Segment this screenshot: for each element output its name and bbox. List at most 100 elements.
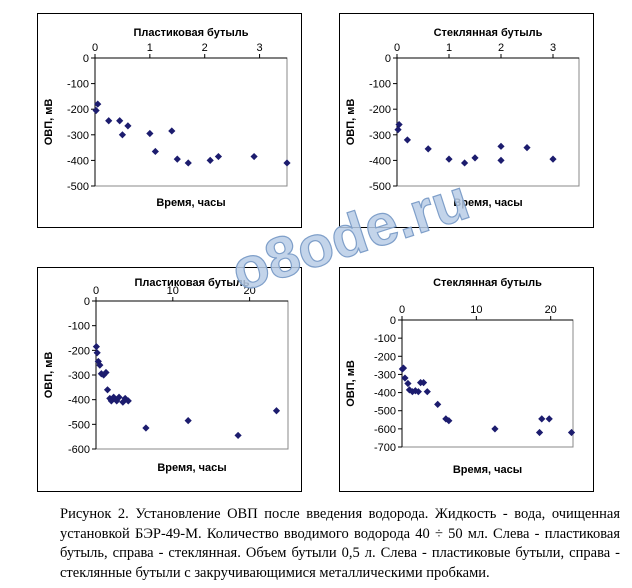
chart-svg-plastic-long: Пластиковая бутыль 0 10 20 0 -100 -200 -300 -400… — [43, 277, 289, 474]
data-point — [168, 127, 176, 135]
y-tick-label: -700 — [374, 442, 396, 454]
x-tick-label: 20 — [545, 304, 557, 316]
plot-area — [94, 57, 288, 187]
y-axis-label: ОВП, мВ — [43, 352, 55, 399]
data-point — [434, 400, 442, 408]
x-tick-label: 1 — [446, 42, 452, 54]
x-tick-label: 0 — [394, 42, 400, 54]
x-axis-label: Время, часы — [157, 462, 226, 474]
plot-area — [401, 319, 574, 448]
data-point — [471, 154, 479, 162]
data-point — [103, 386, 112, 394]
data-point — [151, 147, 159, 156]
y-axis-label: ОВП, мВ — [345, 360, 357, 407]
figure-caption: Рисунок 2. Установление ОВП после введен… — [60, 506, 620, 581]
data-point — [142, 424, 150, 432]
data-point — [497, 156, 505, 164]
y-tick-label: -600 — [68, 444, 90, 456]
data-point — [92, 343, 100, 351]
x-tick-label: 3 — [550, 42, 556, 54]
data-point — [184, 417, 192, 425]
chart-plastic-long: Пластиковая бутыль 0 10 20 0 -100 -200 -300 -400… — [37, 267, 302, 492]
y-tick-label: -200 — [67, 104, 89, 116]
data-point — [567, 428, 576, 437]
data-point — [535, 428, 544, 437]
y-tick-label: -100 — [369, 79, 391, 91]
chart-title: Стеклянная бутыль — [434, 27, 543, 39]
x-tick-label: 2 — [498, 42, 504, 54]
data-point — [538, 415, 546, 423]
data-point — [250, 152, 258, 161]
y-tick-label: -100 — [374, 333, 396, 345]
y-tick-label: -500 — [374, 406, 396, 418]
data-point — [545, 415, 553, 423]
data-point — [184, 159, 192, 167]
x-tick-label: 10 — [167, 285, 179, 297]
data-point — [118, 131, 127, 139]
data-point — [94, 100, 102, 108]
data-point — [92, 106, 100, 115]
y-tick-label: 0 — [390, 315, 396, 327]
x-tick-label: 0 — [93, 285, 99, 297]
data-point — [523, 144, 531, 152]
x-tick-label: 0 — [92, 42, 98, 54]
y-tick-label: -400 — [67, 155, 89, 167]
chart-title: Пластиковая бутыль — [134, 277, 249, 289]
x-axis-label: Время, часы — [156, 197, 225, 209]
data-point — [105, 117, 113, 125]
x-tick-label: 0 — [399, 304, 405, 316]
chart-glass-long: Стеклянная бутыль 0 10 20 0 -100 -200 -300 -400 -… — [339, 267, 594, 492]
plot-area — [396, 57, 580, 187]
x-tick-label: 3 — [257, 42, 263, 54]
y-tick-label: -200 — [369, 104, 391, 116]
chart-svg-glass-long: Стеклянная бутыль 0 10 20 0 -100 -200 -300 -400 -… — [345, 277, 576, 476]
data-point — [124, 122, 132, 130]
data-point — [408, 388, 417, 396]
data-point — [424, 145, 432, 153]
y-tick-label: -300 — [68, 370, 90, 382]
y-axis-label: ОВП, мВ — [43, 99, 55, 146]
data-point — [214, 152, 223, 161]
data-point — [549, 155, 557, 163]
data-point — [491, 425, 499, 433]
y-tick-label: 0 — [385, 53, 391, 65]
chart-title: Стеклянная бутыль — [433, 277, 542, 289]
data-point — [497, 142, 505, 150]
data-point — [404, 379, 412, 388]
chart-plastic-short: Пластиковая бутыль 0 1 2 3 0 -100 -200 -300 -400 -… — [37, 13, 302, 228]
data-point — [272, 407, 281, 415]
y-tick-label: 0 — [83, 53, 89, 65]
y-tick-label: -300 — [369, 130, 391, 142]
y-tick-label: -500 — [68, 419, 90, 431]
data-point — [394, 126, 402, 134]
x-tick-label: 20 — [243, 285, 255, 297]
y-tick-label: -400 — [369, 155, 391, 167]
data-point — [206, 156, 214, 164]
chart-svg-plastic-short: Пластиковая бутыль 0 1 2 3 0 -100 -200 -300 -400 -… — [43, 27, 291, 209]
data-point — [423, 388, 431, 396]
x-axis-label: Время, часы — [453, 464, 522, 476]
data-point — [173, 155, 181, 163]
data-point — [146, 129, 154, 138]
y-tick-label: -600 — [374, 424, 396, 436]
data-point — [461, 159, 469, 167]
plot-area — [95, 300, 289, 450]
chart-title: Пластиковая бутыль — [133, 27, 248, 39]
figure: Пластиковая бутыль 0 1 2 3 0 -100 -200 -300 -400 -… — [37, 13, 594, 492]
y-tick-label: -100 — [68, 321, 90, 333]
y-tick-label: -300 — [67, 130, 89, 142]
data-point — [107, 397, 115, 405]
y-tick-label: 0 — [84, 296, 90, 308]
y-tick-label: -500 — [67, 181, 89, 193]
y-tick-label: -200 — [68, 345, 90, 357]
y-tick-label: -300 — [374, 369, 396, 381]
data-point — [93, 349, 101, 357]
y-tick-label: -100 — [67, 79, 89, 91]
x-tick-label: 10 — [470, 304, 482, 316]
x-tick-label: 1 — [147, 42, 153, 54]
y-tick-label: -400 — [374, 388, 396, 400]
data-point — [283, 159, 291, 167]
data-point — [234, 431, 242, 440]
chart-svg-glass-short: Стеклянная бутыль 0 1 2 3 0 -100 -200 -300 -400 -5… — [345, 27, 580, 209]
data-point — [403, 136, 411, 144]
